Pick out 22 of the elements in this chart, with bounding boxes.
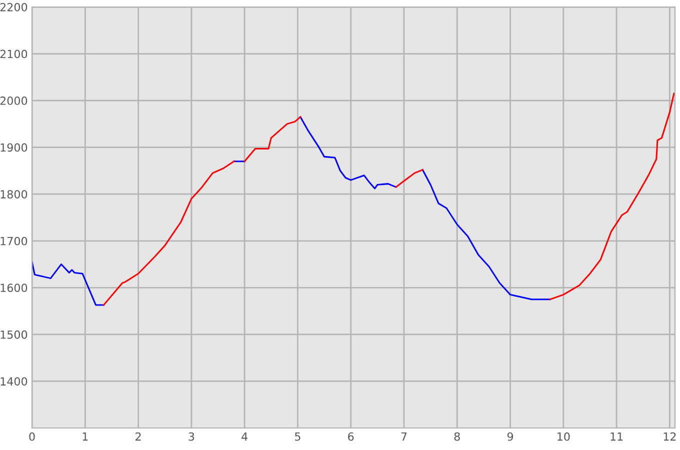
- y-tick-label: 1400: [0, 377, 28, 386]
- x-tick-label: 6: [348, 432, 354, 441]
- y-tick-label: 1800: [0, 190, 28, 198]
- x-tick-label: 8: [454, 432, 460, 441]
- y-tick-label: 1600: [0, 284, 28, 292]
- y-tick-label: 2000: [0, 96, 28, 105]
- x-tick-label: 0: [29, 432, 35, 441]
- x-tick-label: 3: [188, 432, 194, 441]
- x-tick-label: 2: [136, 432, 141, 441]
- y-tick-label: 1500: [0, 330, 28, 339]
- x-tick-label: 4: [242, 432, 248, 441]
- y-tick-label: 1900: [0, 143, 28, 152]
- x-tick-label: 9: [507, 432, 514, 441]
- y-tick-label: 1700: [0, 236, 28, 246]
- x-tick-label: 1: [82, 432, 88, 441]
- x-tick-label: 5: [295, 432, 300, 441]
- y-tick-label: 2100: [0, 50, 28, 58]
- x-tick-label: 10: [558, 432, 570, 441]
- x-tick-label: 7: [401, 432, 407, 441]
- x-tick-label: 11: [610, 432, 623, 441]
- y-tick-label: 2200: [0, 2, 28, 12]
- x-tick-label: 12: [664, 432, 676, 441]
